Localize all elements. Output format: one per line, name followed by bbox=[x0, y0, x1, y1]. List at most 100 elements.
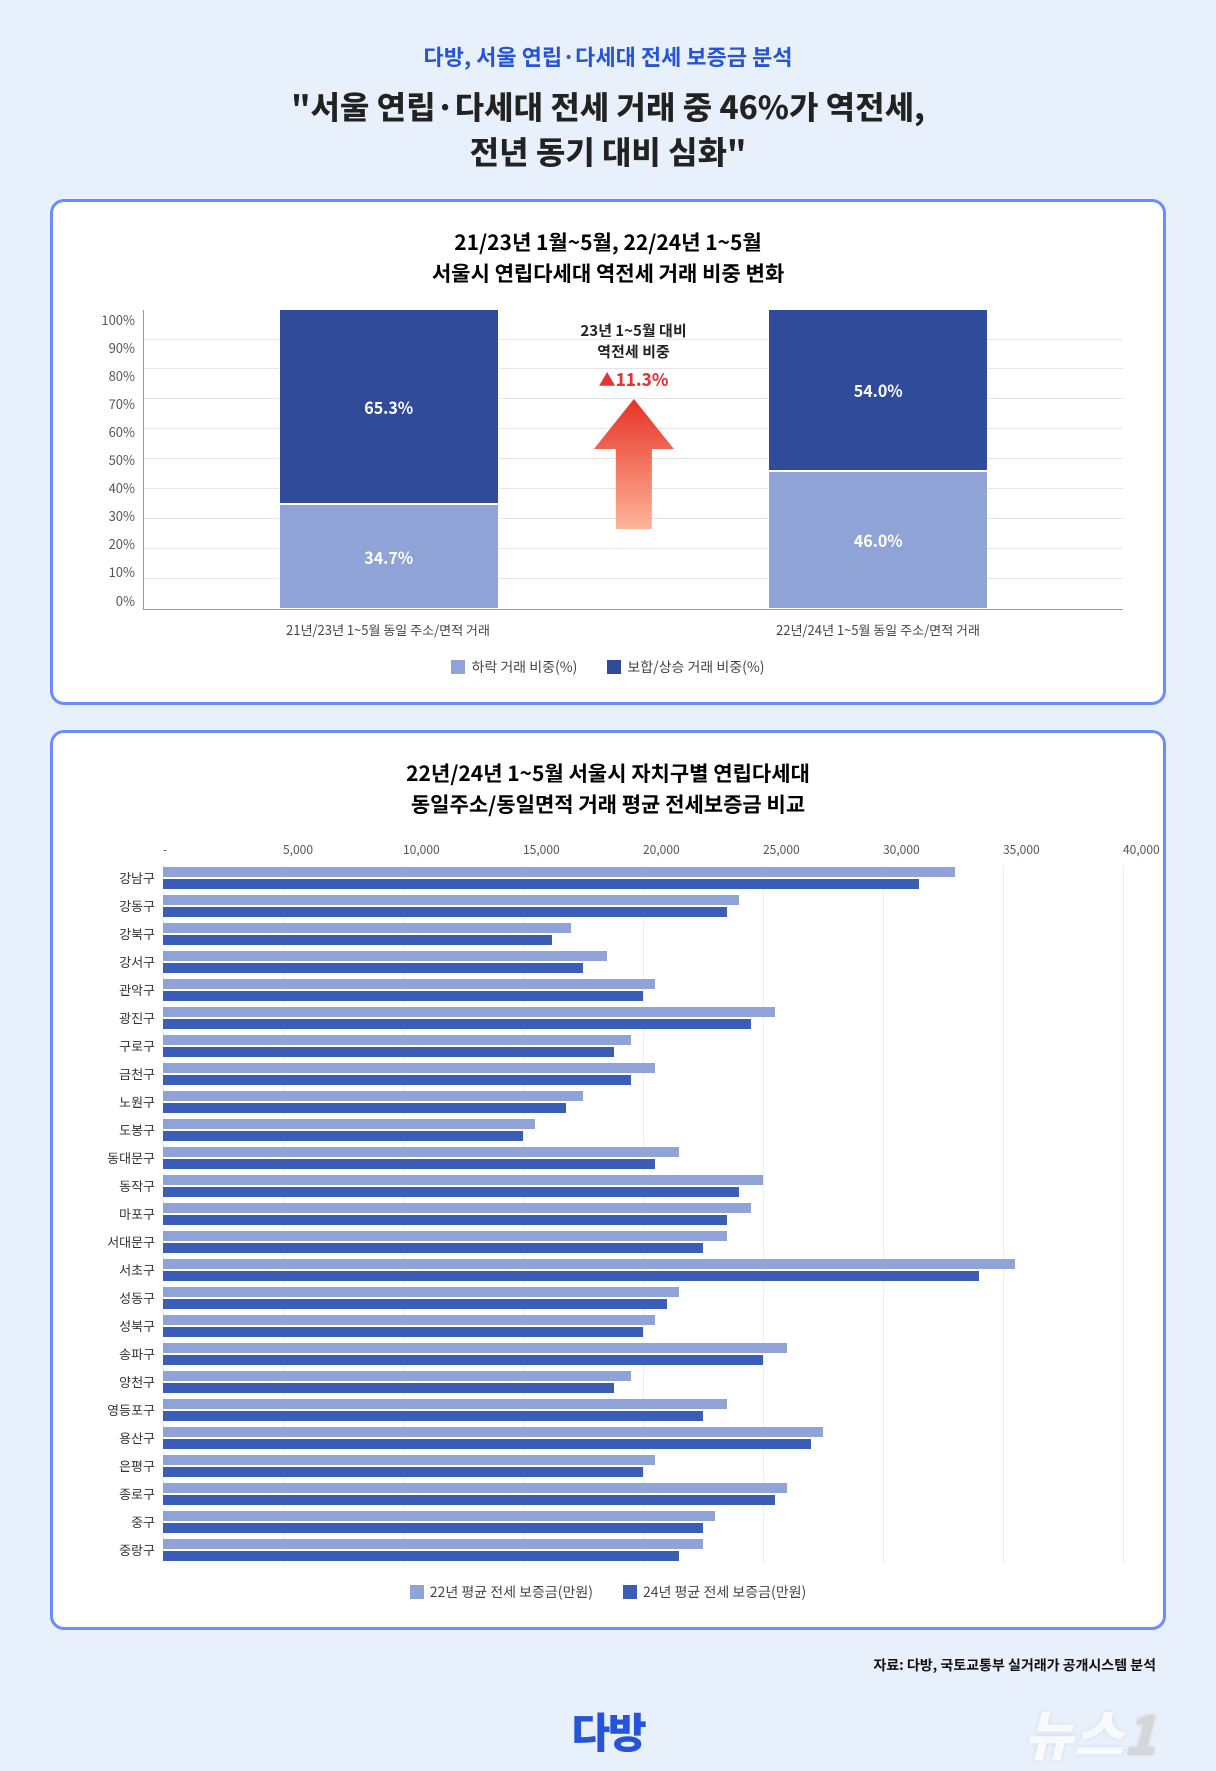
hbar-row: 성동구 bbox=[163, 1284, 1123, 1312]
hbar-y24 bbox=[163, 1103, 566, 1113]
legend-label: 하락 거래 비중(%) bbox=[471, 657, 577, 677]
hbar-y24 bbox=[163, 1551, 679, 1561]
hbar-pair bbox=[163, 1509, 1123, 1535]
footer: 다방 뉴스1 bbox=[50, 1700, 1166, 1761]
hbar-pair bbox=[163, 1173, 1123, 1199]
stacked-bar: 54.0%46.0% bbox=[768, 309, 988, 609]
chart1-title-l2: 서울시 연립다세대 역전세 거래 비중 변화 bbox=[432, 258, 784, 288]
hbar-y22 bbox=[163, 1091, 583, 1101]
y-tick: 70% bbox=[93, 394, 135, 413]
hbar-y22 bbox=[163, 1399, 727, 1409]
district-label: 광진구 bbox=[93, 1008, 155, 1027]
district-label: 영등포구 bbox=[93, 1400, 155, 1419]
hbar-pair bbox=[163, 1201, 1123, 1227]
hbar-pair bbox=[163, 1061, 1123, 1087]
hbar-y22 bbox=[163, 923, 571, 933]
segment-top: 65.3% bbox=[279, 309, 499, 505]
hbar-pair bbox=[163, 1397, 1123, 1423]
hbar-row: 중랑구 bbox=[163, 1536, 1123, 1564]
district-label: 은평구 bbox=[93, 1456, 155, 1475]
main-title: "서울 연립·다세대 전세 거래 중 46%가 역전세, 전년 동기 대비 심화… bbox=[50, 84, 1166, 174]
chart1-x-labels: 21년/23년 1~5월 동일 주소/면적 거래22년/24년 1~5월 동일 … bbox=[143, 620, 1123, 639]
chart1-plot: 23년 1~5월 대비 역전세 비중 ▲11.3% 65.3 bbox=[143, 310, 1123, 610]
chart2-title-l2: 동일주소/동일면적 거래 평균 전세보증금 비교 bbox=[411, 789, 805, 819]
hbar-y22 bbox=[163, 1427, 823, 1437]
vline bbox=[1123, 865, 1124, 1564]
hbar-y24 bbox=[163, 1495, 775, 1505]
hbar-y22 bbox=[163, 1259, 1015, 1269]
district-label: 도봉구 bbox=[93, 1120, 155, 1139]
x-label: 21년/23년 1~5월 동일 주소/면적 거래 bbox=[278, 620, 498, 639]
hbar-y22 bbox=[163, 1119, 535, 1129]
arrow-text-l1: 23년 1~5월 대비 bbox=[580, 320, 686, 341]
district-label: 강동구 bbox=[93, 896, 155, 915]
legend-item: 보합/상승 거래 비중(%) bbox=[607, 657, 764, 677]
hbar-pair bbox=[163, 1369, 1123, 1395]
hbar-row: 관악구 bbox=[163, 976, 1123, 1004]
hbar-row: 노원구 bbox=[163, 1088, 1123, 1116]
hbar-row: 강남구 bbox=[163, 864, 1123, 892]
watermark-text: 뉴스 bbox=[1024, 1692, 1123, 1771]
legend-swatch bbox=[410, 1585, 424, 1599]
hbar-pair bbox=[163, 1481, 1123, 1507]
hbar-y24 bbox=[163, 1019, 751, 1029]
y-tick: 40% bbox=[93, 478, 135, 497]
hbar-y24 bbox=[163, 1467, 643, 1477]
hbar-row: 금천구 bbox=[163, 1060, 1123, 1088]
hbar-row: 용산구 bbox=[163, 1424, 1123, 1452]
hbar-y24 bbox=[163, 1215, 727, 1225]
hbar-pair bbox=[163, 1341, 1123, 1367]
hbar-y22 bbox=[163, 867, 955, 877]
hbar-row: 은평구 bbox=[163, 1452, 1123, 1480]
segment-top: 54.0% bbox=[768, 309, 988, 471]
hbar-pair bbox=[163, 1145, 1123, 1171]
hbar-row: 양천구 bbox=[163, 1368, 1123, 1396]
stacked-bar: 65.3%34.7% bbox=[279, 309, 499, 609]
district-label: 성북구 bbox=[93, 1316, 155, 1335]
hbar-pair bbox=[163, 1005, 1123, 1031]
hbar-y24 bbox=[163, 1131, 523, 1141]
chart1-panel: 21/23년 1월~5월, 22/24년 1~5월 서울시 연립다세대 역전세 … bbox=[50, 199, 1166, 705]
hbar-row: 강북구 bbox=[163, 920, 1123, 948]
district-label: 강남구 bbox=[93, 868, 155, 887]
chart1-legend: 하락 거래 비중(%) 보합/상승 거래 비중(%) bbox=[93, 657, 1123, 677]
hbar-y22 bbox=[163, 979, 655, 989]
district-label: 금천구 bbox=[93, 1064, 155, 1083]
hbar-y24 bbox=[163, 1383, 614, 1393]
hbar-y22 bbox=[163, 1315, 655, 1325]
chart2-title: 22년/24년 1~5월 서울시 자치구별 연립다세대 동일주소/동일면적 거래… bbox=[93, 758, 1123, 821]
legend-swatch bbox=[623, 1585, 637, 1599]
hbar-y22 bbox=[163, 1007, 775, 1017]
chart1-plot-area: 100%90%80%70%60%50%40%30%20%10%0% 23년 1~… bbox=[93, 310, 1123, 610]
hbar-y22 bbox=[163, 1175, 763, 1185]
legend-item: 하락 거래 비중(%) bbox=[451, 657, 577, 677]
hbar-y24 bbox=[163, 1299, 667, 1309]
hbar-y22 bbox=[163, 1455, 655, 1465]
hbar-row: 도봉구 bbox=[163, 1116, 1123, 1144]
y-tick: 10% bbox=[93, 562, 135, 581]
district-label: 서대문구 bbox=[93, 1232, 155, 1251]
district-label: 동대문구 bbox=[93, 1148, 155, 1167]
district-label: 송파구 bbox=[93, 1344, 155, 1363]
hbar-y24 bbox=[163, 1327, 643, 1337]
hbar-row: 강서구 bbox=[163, 948, 1123, 976]
hbar-y24 bbox=[163, 1075, 631, 1085]
y-tick: 0% bbox=[93, 591, 135, 610]
hbar-pair bbox=[163, 865, 1123, 891]
hbar-row: 영등포구 bbox=[163, 1396, 1123, 1424]
chart2-legend: 22년 평균 전세 보증금(만원)24년 평균 전세 보증금(만원) bbox=[93, 1582, 1123, 1602]
district-label: 구로구 bbox=[93, 1036, 155, 1055]
legend-item: 22년 평균 전세 보증금(만원) bbox=[410, 1582, 593, 1602]
hbar-pair bbox=[163, 893, 1123, 919]
brand-logo: 다방 bbox=[571, 1700, 644, 1761]
hbar-y22 bbox=[163, 1035, 631, 1045]
y-tick: 90% bbox=[93, 338, 135, 357]
bar-group: 65.3%34.7% bbox=[279, 309, 499, 609]
chart2-plot-area: -5,00010,00015,00020,00025,00030,00035,0… bbox=[93, 841, 1123, 1564]
hbar-row: 동대문구 bbox=[163, 1144, 1123, 1172]
segment-bottom: 46.0% bbox=[768, 471, 988, 609]
chart1-y-axis: 100%90%80%70%60%50%40%30%20%10%0% bbox=[93, 310, 143, 610]
hbar-y24 bbox=[163, 1411, 703, 1421]
hbar-pair bbox=[163, 1453, 1123, 1479]
hbar-y24 bbox=[163, 963, 583, 973]
